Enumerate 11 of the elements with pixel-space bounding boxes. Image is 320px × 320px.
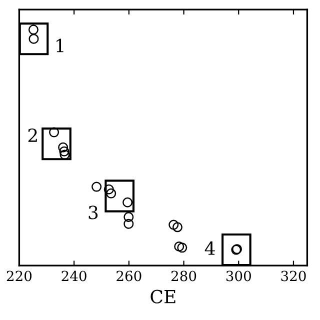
annotation: 3 xyxy=(88,206,98,220)
annotation: 2 xyxy=(28,128,37,142)
x-axis-title: CE xyxy=(150,290,176,304)
annotation: 4 xyxy=(204,241,215,255)
x-tick-label: 300 xyxy=(226,270,251,282)
x-tick-label: 240 xyxy=(62,270,86,282)
x-tick-label: 320 xyxy=(281,270,306,282)
x-tick-label: 220 xyxy=(6,270,32,282)
x-tick-label: 260 xyxy=(116,270,142,282)
annotation: 1 xyxy=(56,38,64,52)
x-tick-label: 280 xyxy=(171,270,196,282)
